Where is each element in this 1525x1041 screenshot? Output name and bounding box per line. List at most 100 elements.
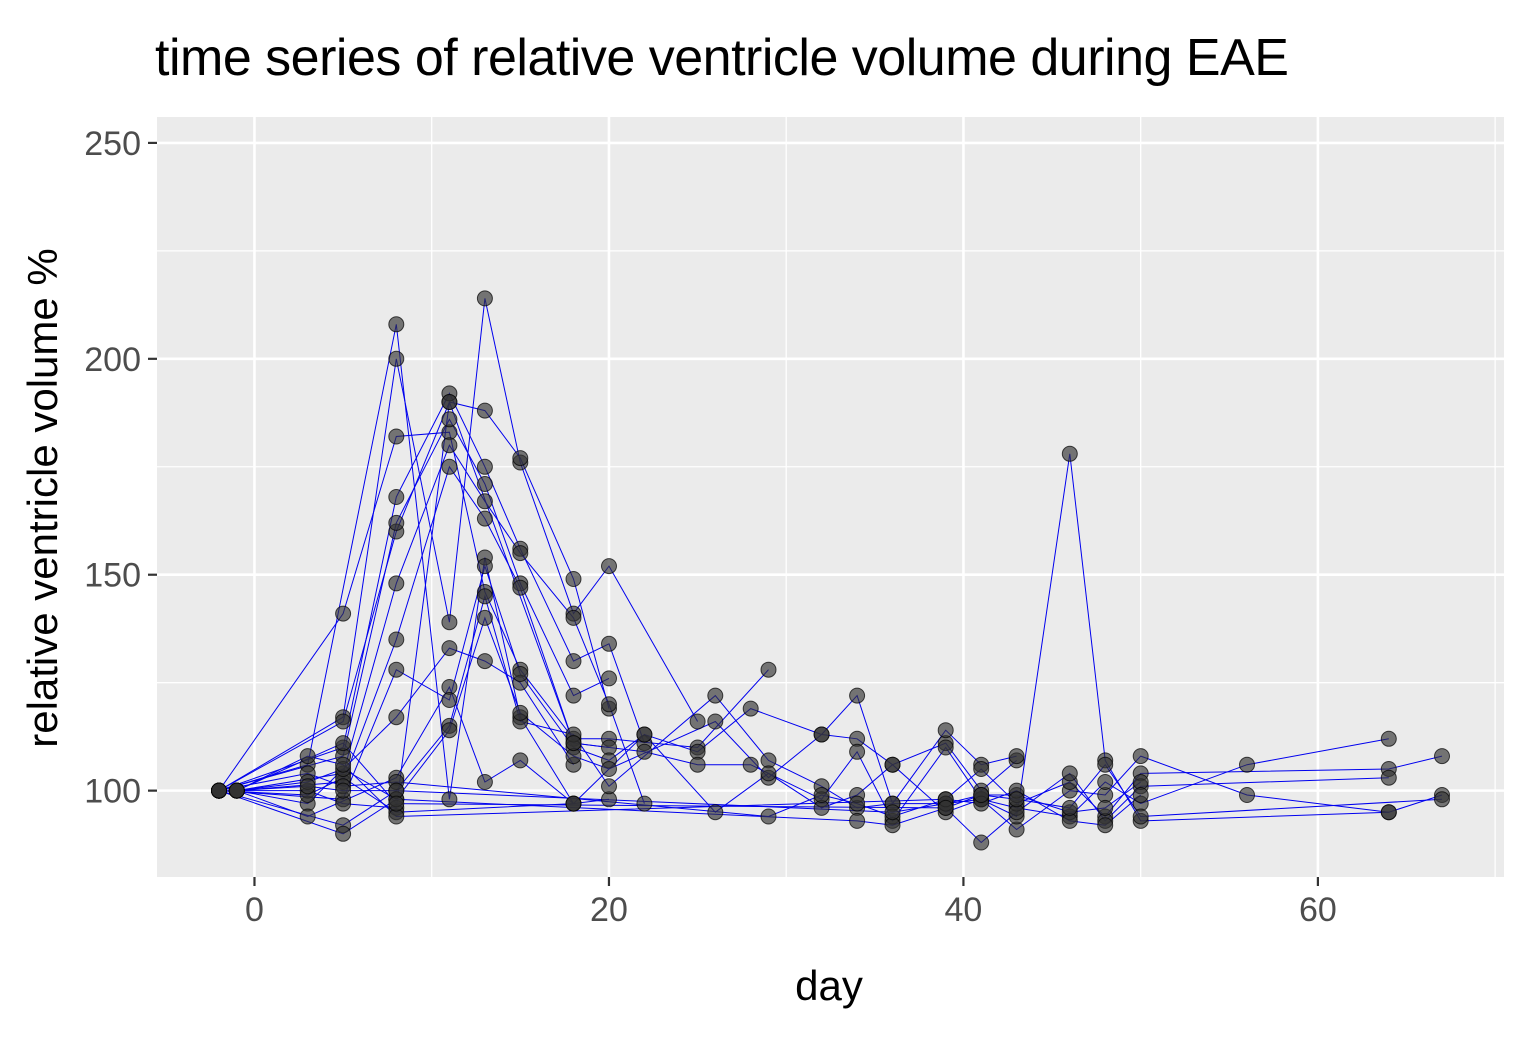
data-point <box>476 588 493 605</box>
data-point <box>973 834 990 851</box>
data-point <box>937 739 954 756</box>
data-point <box>760 765 777 782</box>
data-point <box>707 804 724 821</box>
data-point <box>512 579 529 596</box>
y-tick-label: 150 <box>84 557 141 595</box>
data-point <box>973 761 990 777</box>
data-point <box>973 787 990 803</box>
y-tick-label: 200 <box>84 341 141 379</box>
data-point <box>760 661 777 678</box>
data-point <box>211 782 227 799</box>
data-point <box>1132 808 1149 825</box>
x-tick-label: 60 <box>1299 891 1337 929</box>
data-point <box>441 411 458 428</box>
data-point <box>849 743 866 760</box>
data-point <box>335 756 352 773</box>
axes: 0 20 40 60 100 150 200 250 <box>84 125 1337 929</box>
data-point <box>441 458 458 475</box>
data-point <box>441 614 458 631</box>
data-point <box>335 735 352 752</box>
data-point <box>441 437 458 454</box>
data-point <box>849 795 866 812</box>
data-point <box>476 609 493 626</box>
data-point <box>689 713 706 730</box>
data-point <box>299 748 316 765</box>
minor-gridlines <box>157 117 1504 877</box>
data-point <box>565 687 582 704</box>
data-point <box>1434 748 1450 765</box>
x-tick-label: 0 <box>245 891 264 929</box>
y-tick-label: 100 <box>84 773 141 811</box>
data-point <box>937 799 954 816</box>
series-line-s12 <box>218 594 1017 826</box>
data-point <box>441 692 458 708</box>
data-point <box>388 514 405 531</box>
data-point <box>335 713 352 730</box>
data-point <box>441 722 458 739</box>
data-point <box>636 795 653 812</box>
data-point <box>476 458 493 475</box>
series-line-s4 <box>218 401 610 792</box>
data-point <box>813 726 830 743</box>
data-point <box>742 756 759 773</box>
data-point <box>601 635 617 652</box>
series-line-s14 <box>219 401 1443 822</box>
data-point <box>1097 756 1114 773</box>
chart-title: time series of relative ventricle volume… <box>155 29 1289 87</box>
data-point <box>689 756 706 773</box>
data-point <box>707 687 724 704</box>
data-point <box>1239 756 1255 773</box>
data-point <box>388 350 405 367</box>
data-point <box>441 791 458 808</box>
data-point <box>476 402 493 419</box>
data-point <box>565 653 582 670</box>
x-tick-label: 20 <box>590 891 628 929</box>
data-point <box>813 787 830 803</box>
data-point <box>884 804 901 821</box>
data-point <box>476 290 493 307</box>
data-point <box>565 795 582 812</box>
x-axis-title: day <box>795 962 863 1009</box>
data-point <box>707 713 724 730</box>
plot-panel <box>157 117 1504 877</box>
data-point <box>636 743 653 760</box>
data-point <box>476 653 493 670</box>
data-point <box>388 489 405 505</box>
data-point <box>1434 791 1450 808</box>
data-point <box>335 782 352 799</box>
data-point <box>601 558 617 575</box>
data-point <box>565 609 582 626</box>
data-point <box>335 825 352 842</box>
data-point <box>1239 787 1255 803</box>
data-point <box>1380 804 1397 821</box>
data-point <box>849 812 866 829</box>
data-point <box>512 666 529 682</box>
series-line-s20 <box>236 742 1443 818</box>
series-line-s1 <box>218 431 769 791</box>
y-axis-title: relative ventricle volume % <box>19 248 66 748</box>
data-point <box>512 704 529 721</box>
data-point <box>601 778 617 795</box>
data-point <box>512 545 529 562</box>
data-point <box>601 696 617 713</box>
data-point <box>512 450 529 467</box>
data-point <box>849 687 866 704</box>
series-line-s8 <box>236 465 610 792</box>
y-tick-label: 250 <box>84 125 141 163</box>
data-point <box>1380 730 1397 747</box>
data-point <box>388 631 405 648</box>
data-point <box>476 558 493 575</box>
data-point <box>441 640 458 657</box>
data-point <box>1008 791 1025 808</box>
data-point <box>884 756 901 773</box>
x-tick-label: 40 <box>945 891 983 929</box>
data-point <box>441 394 458 410</box>
series-line-s2 <box>218 324 610 805</box>
data-point <box>388 316 405 333</box>
data-point <box>512 752 529 769</box>
data-point <box>1097 774 1114 790</box>
data-point <box>601 670 617 687</box>
data-point <box>1008 748 1025 765</box>
data-point <box>937 722 954 739</box>
